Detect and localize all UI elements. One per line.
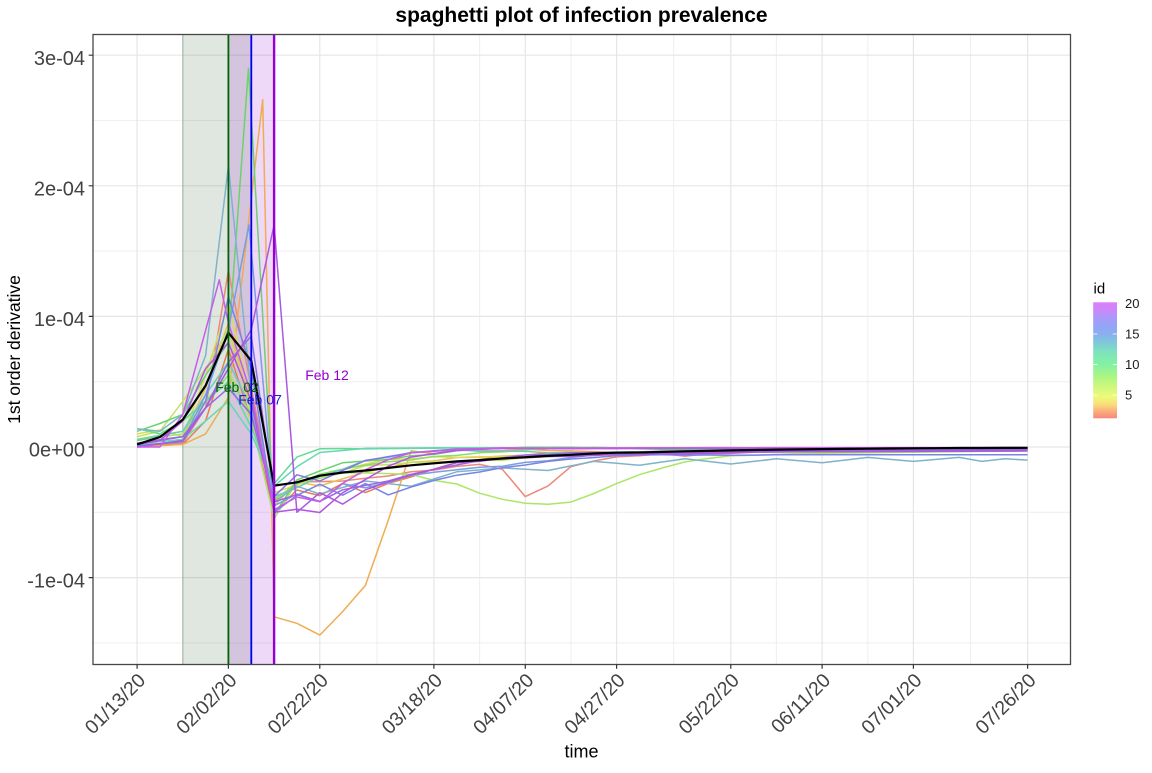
svg-text:-1e-04: -1e-04 bbox=[27, 570, 85, 592]
svg-text:Feb 02: Feb 02 bbox=[215, 379, 259, 395]
svg-text:Feb 12: Feb 12 bbox=[305, 367, 349, 383]
svg-text:1e-04: 1e-04 bbox=[34, 309, 85, 331]
svg-text:1st order derivative: 1st order derivative bbox=[4, 275, 24, 424]
svg-text:Feb 07: Feb 07 bbox=[238, 392, 282, 408]
svg-text:20: 20 bbox=[1125, 296, 1139, 311]
svg-text:5: 5 bbox=[1125, 388, 1132, 403]
svg-text:0e+00: 0e+00 bbox=[29, 440, 85, 462]
svg-text:spaghetti plot of infection pr: spaghetti plot of infection prevalence bbox=[395, 4, 767, 27]
svg-text:3e-04: 3e-04 bbox=[34, 48, 85, 70]
svg-text:time: time bbox=[564, 742, 598, 762]
svg-text:15: 15 bbox=[1125, 327, 1139, 342]
svg-text:2e-04: 2e-04 bbox=[34, 179, 85, 201]
svg-text:10: 10 bbox=[1125, 357, 1139, 372]
svg-text:id: id bbox=[1094, 281, 1106, 298]
